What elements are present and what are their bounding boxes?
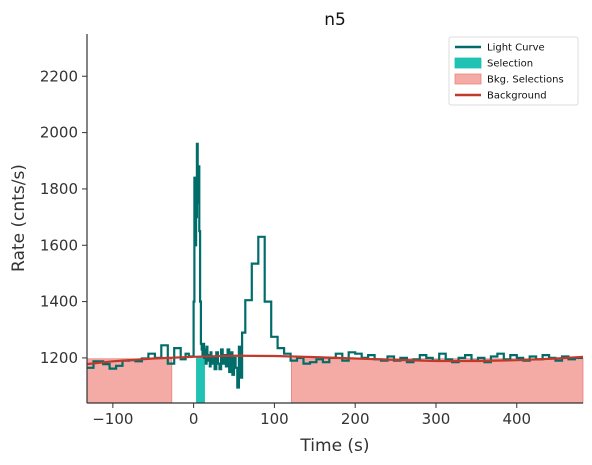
background-curve-line — [86, 354, 584, 366]
x-axis-label: Time (s) — [299, 436, 369, 456]
x-ticks: −100 0 100 200 300 400 — [92, 403, 531, 428]
x-tick-label: 200 — [341, 410, 370, 428]
y-axis-label: Rate (cnts/s) — [9, 164, 29, 272]
y-tick-label: 1600 — [40, 236, 78, 254]
legend-swatch-patch — [454, 57, 482, 69]
legend-label: Selection — [487, 59, 533, 70]
bkg-selection-region-2 — [290, 358, 584, 404]
x-tick-label: 0 — [189, 410, 199, 428]
x-tick-label: −100 — [92, 410, 133, 428]
legend-label: Light Curve — [487, 43, 545, 54]
y-tick-label: 2000 — [40, 124, 78, 142]
chart-title: n5 — [324, 10, 346, 30]
bkg-selection-region-1 — [86, 358, 173, 404]
bkg-selection-layer — [86, 358, 584, 404]
legend-label: Bkg. Selections — [487, 75, 564, 86]
legend-label: Background — [487, 91, 547, 102]
y-tick-label: 1200 — [40, 349, 78, 367]
y-tick-label: 2200 — [40, 67, 78, 85]
x-tick-label: 100 — [260, 410, 289, 428]
legend-box — [448, 36, 579, 106]
selection-region — [196, 356, 205, 403]
y-ticks: 1200 1400 1600 1800 2000 2200 — [40, 67, 87, 367]
y-tick-label: 1800 — [40, 180, 78, 198]
x-tick-label: 300 — [422, 410, 451, 428]
selection-layer — [196, 356, 205, 403]
light-curve-line — [87, 142, 583, 389]
y-tick-label: 1400 — [40, 293, 78, 311]
legend-swatch-patch — [454, 73, 482, 85]
x-tick-label: 400 — [502, 410, 531, 428]
legend: Light Curve Selection Bkg. Selections Backg… — [448, 36, 579, 106]
